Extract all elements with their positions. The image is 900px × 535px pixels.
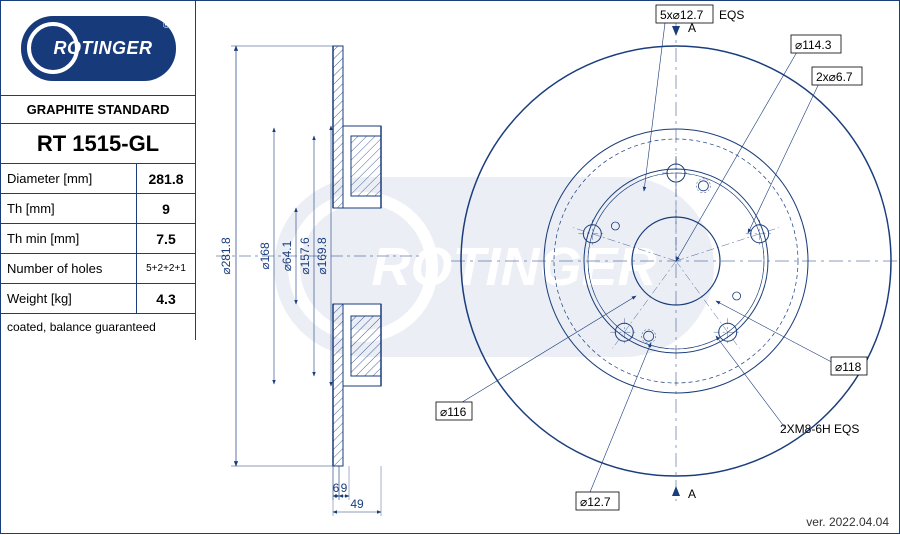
drawing-sheet: ROTINGER ROTINGER ® GRAPHITE STANDARD RT… xyxy=(0,0,900,534)
brand-logo: ROTINGER ® xyxy=(21,16,176,81)
svg-text:EQS: EQS xyxy=(719,8,744,22)
svg-text:⌀168: ⌀168 xyxy=(258,242,272,270)
svg-text:⌀116: ⌀116 xyxy=(440,405,467,419)
spec-label: Th min [mm] xyxy=(1,224,137,253)
spec-value: 9 xyxy=(137,194,195,223)
spec-row: Diameter [mm]281.8 xyxy=(1,164,195,194)
logo-box: ROTINGER ® xyxy=(1,1,196,96)
svg-text:6: 6 xyxy=(333,481,340,495)
svg-text:⌀12.7: ⌀12.7 xyxy=(580,495,611,509)
svg-text:⌀169.8: ⌀169.8 xyxy=(315,237,329,275)
svg-text:A: A xyxy=(688,487,696,501)
spec-row: Th [mm]9 xyxy=(1,194,195,224)
spec-label: Th [mm] xyxy=(1,194,137,223)
svg-text:⌀281.8: ⌀281.8 xyxy=(219,237,233,275)
svg-text:5x⌀12.7: 5x⌀12.7 xyxy=(660,8,704,22)
spec-label: Weight [kg] xyxy=(1,284,137,313)
spec-row: Th min [mm]7.5 xyxy=(1,224,195,254)
side-cross-section: ⌀281.8 ⌀168 ⌀64.1 ⌀157.6⌀169.8 6949 xyxy=(216,46,421,516)
part-number: RT 1515-GL xyxy=(1,124,195,164)
svg-text:⌀64.1: ⌀64.1 xyxy=(280,240,294,271)
svg-text:9: 9 xyxy=(341,481,348,495)
svg-text:2XM8-6H EQS: 2XM8-6H EQS xyxy=(780,422,859,436)
spec-header: GRAPHITE STANDARD xyxy=(1,96,195,124)
spec-label: Diameter [mm] xyxy=(1,164,137,193)
svg-text:49: 49 xyxy=(350,497,364,511)
spec-value: 5+2+2+1 xyxy=(137,254,195,283)
drawing-svg: ⌀281.8⌀168⌀64.1⌀157.6⌀169.86949 AA 5x⌀12… xyxy=(196,1,900,535)
spec-footer: coated, balance guaranteed xyxy=(1,314,195,340)
svg-text:⌀118: ⌀118 xyxy=(835,360,862,374)
spec-row: Number of holes5+2+2+1 xyxy=(1,254,195,284)
technical-drawing: ⌀281.8⌀168⌀64.1⌀157.6⌀169.86949 AA 5x⌀12… xyxy=(196,1,899,533)
spec-value: 7.5 xyxy=(137,224,195,253)
svg-text:2x⌀6.7: 2x⌀6.7 xyxy=(816,70,853,84)
version-label: ver. 2022.04.04 xyxy=(806,515,889,529)
dimension-callouts: 5x⌀12.7 EQS ⌀114.3 2x⌀6.7 ⌀118 2XM8-6H EQS ⌀12… xyxy=(436,5,867,510)
spec-label: Number of holes xyxy=(1,254,137,283)
spec-table: GRAPHITE STANDARD RT 1515-GL Diameter [m… xyxy=(1,96,196,340)
spec-row: Weight [kg]4.3 xyxy=(1,284,195,314)
svg-text:⌀114.3: ⌀114.3 xyxy=(795,38,832,52)
svg-text:⌀157.6: ⌀157.6 xyxy=(298,237,312,275)
spec-value: 4.3 xyxy=(137,284,195,313)
spec-value: 281.8 xyxy=(137,164,195,193)
